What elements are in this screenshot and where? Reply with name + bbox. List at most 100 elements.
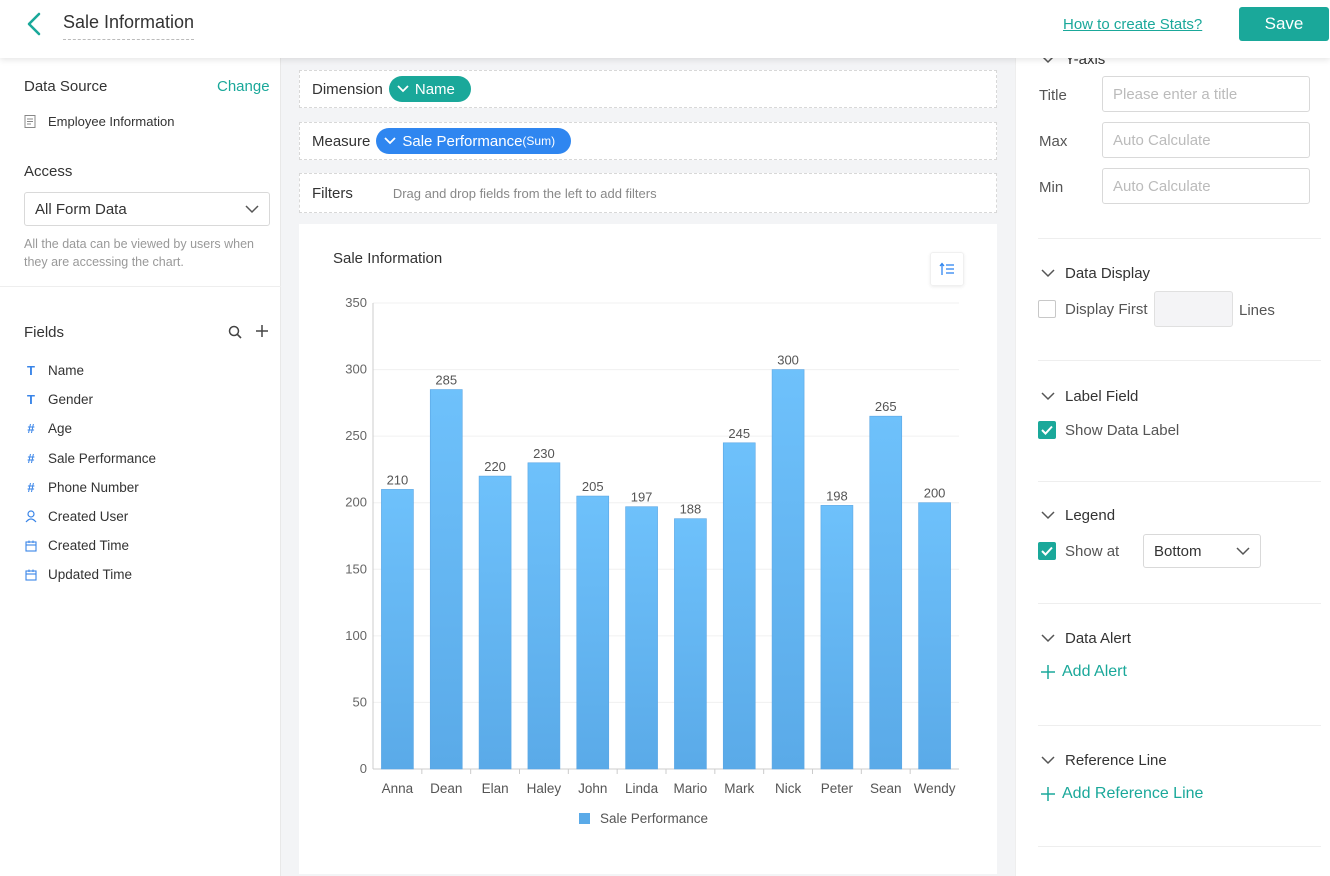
x-tick-label: Elan xyxy=(482,781,509,796)
yaxis-max-input[interactable] xyxy=(1102,122,1310,158)
yaxis-min-label: Min xyxy=(1039,179,1064,196)
yaxis-min-input[interactable] xyxy=(1102,168,1310,204)
dimension-label: Dimension xyxy=(312,80,383,98)
bar xyxy=(429,389,463,770)
field-item[interactable]: Created Time xyxy=(24,531,156,560)
field-item[interactable]: # Phone Number xyxy=(24,473,156,502)
search-icon[interactable] xyxy=(228,325,242,342)
lines-label: Lines xyxy=(1239,302,1275,319)
number-icon: # xyxy=(27,450,35,466)
number-icon: # xyxy=(27,421,35,437)
chevron-down-icon xyxy=(1041,269,1055,278)
reference-line-title: Reference Line xyxy=(1065,752,1167,769)
dimension-pill[interactable]: Name xyxy=(388,76,471,102)
show-legend-checkbox[interactable] xyxy=(1038,542,1056,560)
measure-drop-zone[interactable]: Measure Sale Performance (Sum) xyxy=(299,122,997,160)
yaxis-title-input[interactable] xyxy=(1102,76,1310,112)
measure-pill[interactable]: Sale Performance (Sum) xyxy=(376,128,572,154)
display-first-checkbox[interactable] xyxy=(1038,300,1056,318)
bar xyxy=(722,442,756,770)
show-data-label-checkbox[interactable] xyxy=(1038,421,1056,439)
dimension-drop-zone[interactable]: Dimension Name xyxy=(299,70,997,108)
chevron-down-icon xyxy=(1042,58,1054,64)
yaxis-title-label: Title xyxy=(1039,87,1067,104)
bar xyxy=(674,518,707,770)
data-alert-title: Data Alert xyxy=(1065,630,1131,647)
top-bar: Sale Information How to create Stats? Sa… xyxy=(0,0,1330,58)
add-reference-line-button[interactable]: Add Reference Line xyxy=(1041,785,1203,803)
data-display-section-header[interactable]: Data Display xyxy=(1041,265,1150,282)
help-link[interactable]: How to create Stats? xyxy=(1063,16,1203,33)
x-tick-label: Nick xyxy=(775,781,801,796)
x-tick-label: Haley xyxy=(527,781,562,796)
data-source-item: Employee Information xyxy=(24,114,174,129)
text-icon: T xyxy=(27,363,35,379)
x-tick-label: Sean xyxy=(870,781,902,796)
field-item[interactable]: # Age xyxy=(24,414,156,443)
chart-card: 0 50 100 150 200 250 300 350 210 Anna 285 Dean 220 El… xyxy=(299,224,997,874)
bar xyxy=(381,489,414,770)
field-item[interactable]: Updated Time xyxy=(24,560,156,589)
add-alert-button[interactable]: Add Alert xyxy=(1041,663,1127,681)
back-arrow-icon[interactable] xyxy=(22,11,48,37)
yaxis-section-header[interactable]: Y-axis xyxy=(1041,58,1105,68)
sort-icon xyxy=(939,262,954,275)
data-label: 300 xyxy=(777,353,799,368)
add-alert-label: Add Alert xyxy=(1062,663,1127,680)
fields-label: Fields xyxy=(24,324,65,341)
x-tick-label: John xyxy=(578,781,607,796)
data-label: 230 xyxy=(533,446,555,461)
y-tick-label: 150 xyxy=(345,561,367,576)
data-label: 198 xyxy=(826,488,848,503)
y-tick-label: 250 xyxy=(345,428,367,443)
chart-title: Sale Information xyxy=(333,250,443,267)
label-field-section-header[interactable]: Label Field xyxy=(1041,388,1138,405)
legend-position-select[interactable]: Bottom xyxy=(1143,534,1261,568)
data-alert-section-header[interactable]: Data Alert xyxy=(1041,630,1131,647)
bar xyxy=(869,415,903,770)
field-label: Age xyxy=(48,421,73,437)
field-label: Updated Time xyxy=(48,567,133,583)
field-label: Phone Number xyxy=(48,479,139,495)
display-first-lines-input[interactable] xyxy=(1154,291,1233,327)
field-item[interactable]: Created User xyxy=(24,502,156,531)
chevron-down-icon xyxy=(245,204,259,213)
plus-icon xyxy=(1041,787,1055,801)
data-label: 245 xyxy=(728,426,750,441)
legend-swatch xyxy=(579,813,590,824)
measure-label: Measure xyxy=(312,132,371,150)
bar-chart: 0 50 100 150 200 250 300 350 210 Anna 285 Dean 220 El… xyxy=(345,295,959,826)
change-data-source-link[interactable]: Change xyxy=(217,78,270,95)
chevron-down-icon xyxy=(1236,546,1250,555)
divider xyxy=(1038,360,1321,361)
divider xyxy=(1038,603,1321,604)
x-tick-label: Linda xyxy=(625,781,659,796)
yaxis-max-label: Max xyxy=(1039,133,1068,150)
page-title[interactable]: Sale Information xyxy=(63,12,195,40)
number-icon: # xyxy=(27,479,35,495)
y-tick-label: 50 xyxy=(353,694,367,709)
chevron-down-icon xyxy=(384,137,396,145)
legend-section-header[interactable]: Legend xyxy=(1041,507,1115,524)
form-icon xyxy=(24,115,36,128)
sort-button[interactable] xyxy=(930,252,964,286)
chevron-down-icon xyxy=(1041,392,1055,401)
access-select[interactable]: All Form Data xyxy=(24,192,270,226)
data-label: 285 xyxy=(435,373,457,388)
y-tick-label: 350 xyxy=(345,295,367,310)
divider xyxy=(1038,846,1321,847)
show-data-label-text: Show Data Label xyxy=(1065,422,1180,439)
divider xyxy=(1038,725,1321,726)
dimension-value: Name xyxy=(414,80,455,98)
field-item[interactable]: # Sale Performance xyxy=(24,444,156,473)
reference-line-section-header[interactable]: Reference Line xyxy=(1041,752,1167,769)
add-field-icon[interactable] xyxy=(255,324,269,341)
data-display-title: Data Display xyxy=(1065,265,1151,282)
field-item[interactable]: T Gender xyxy=(24,385,156,414)
text-icon: T xyxy=(27,392,35,408)
field-item[interactable]: T Name xyxy=(24,356,156,385)
filters-hint: Drag and drop fields from the left to ad… xyxy=(392,185,657,201)
save-button[interactable]: Save xyxy=(1239,7,1329,41)
filters-drop-zone[interactable]: Filters Drag and drop fields from the le… xyxy=(299,173,997,213)
y-tick-label: 100 xyxy=(345,628,367,643)
